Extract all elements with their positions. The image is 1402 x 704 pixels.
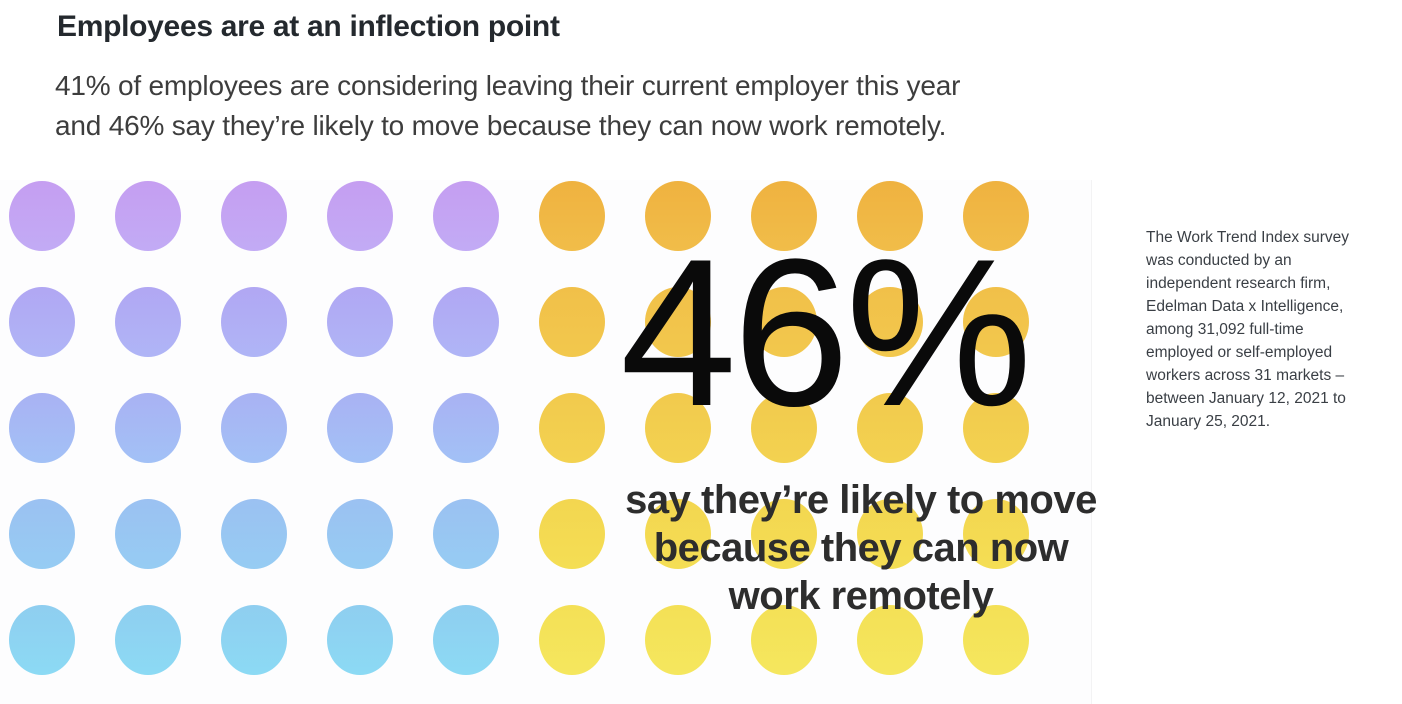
dot-likely-to-move (751, 181, 817, 251)
dot-other-employees (433, 287, 499, 357)
dot-likely-to-move (857, 499, 923, 569)
dot-grid (9, 181, 1029, 675)
dot-other-employees (433, 181, 499, 251)
dot-likely-to-move (857, 181, 923, 251)
dot-likely-to-move (645, 393, 711, 463)
dot-likely-to-move (645, 287, 711, 357)
dot-likely-to-move (751, 499, 817, 569)
dot-other-employees (327, 181, 393, 251)
dot-other-employees (9, 605, 75, 675)
dot-likely-to-move (645, 605, 711, 675)
survey-methodology-note: The Work Trend Index survey was conducte… (1146, 229, 1350, 430)
dot-other-employees (327, 605, 393, 675)
dot-likely-to-move (645, 499, 711, 569)
dot-likely-to-move (963, 393, 1029, 463)
highlight-caption: say they’re likely to move because they … (625, 478, 1097, 618)
dot-likely-to-move (751, 287, 817, 357)
dot-other-employees (433, 499, 499, 569)
dot-likely-to-move (645, 181, 711, 251)
page-subtitle: 41% of employees are considering leaving… (55, 70, 961, 141)
dot-other-employees (221, 393, 287, 463)
dot-other-employees (115, 287, 181, 357)
dot-likely-to-move (751, 605, 817, 675)
dot-likely-to-move (963, 499, 1029, 569)
dot-likely-to-move (963, 181, 1029, 251)
dot-likely-to-move (857, 393, 923, 463)
dot-other-employees (433, 605, 499, 675)
highlight-percent: 46% (620, 215, 1032, 450)
dot-other-employees (9, 181, 75, 251)
page-title: Employees are at an inflection point (57, 10, 560, 43)
dot-other-employees (115, 499, 181, 569)
dot-likely-to-move (539, 181, 605, 251)
dot-likely-to-move (963, 287, 1029, 357)
dot-other-employees (9, 393, 75, 463)
dot-other-employees (327, 499, 393, 569)
dot-other-employees (221, 499, 287, 569)
dot-other-employees (221, 181, 287, 251)
dot-likely-to-move (539, 605, 605, 675)
dot-other-employees (115, 393, 181, 463)
dot-other-employees (221, 287, 287, 357)
dot-likely-to-move (857, 605, 923, 675)
dot-other-employees (9, 499, 75, 569)
dot-likely-to-move (539, 287, 605, 357)
dot-other-employees (115, 181, 181, 251)
dot-likely-to-move (751, 393, 817, 463)
dot-likely-to-move (857, 287, 923, 357)
dot-likely-to-move (539, 393, 605, 463)
dot-other-employees (9, 287, 75, 357)
dot-other-employees (433, 393, 499, 463)
dot-other-employees (327, 287, 393, 357)
dot-other-employees (221, 605, 287, 675)
dot-other-employees (327, 393, 393, 463)
dot-matrix-figure: 46% say they’re likely to move because t… (0, 180, 1097, 704)
dot-likely-to-move (539, 499, 605, 569)
dot-likely-to-move (963, 605, 1029, 675)
dot-other-employees (115, 605, 181, 675)
